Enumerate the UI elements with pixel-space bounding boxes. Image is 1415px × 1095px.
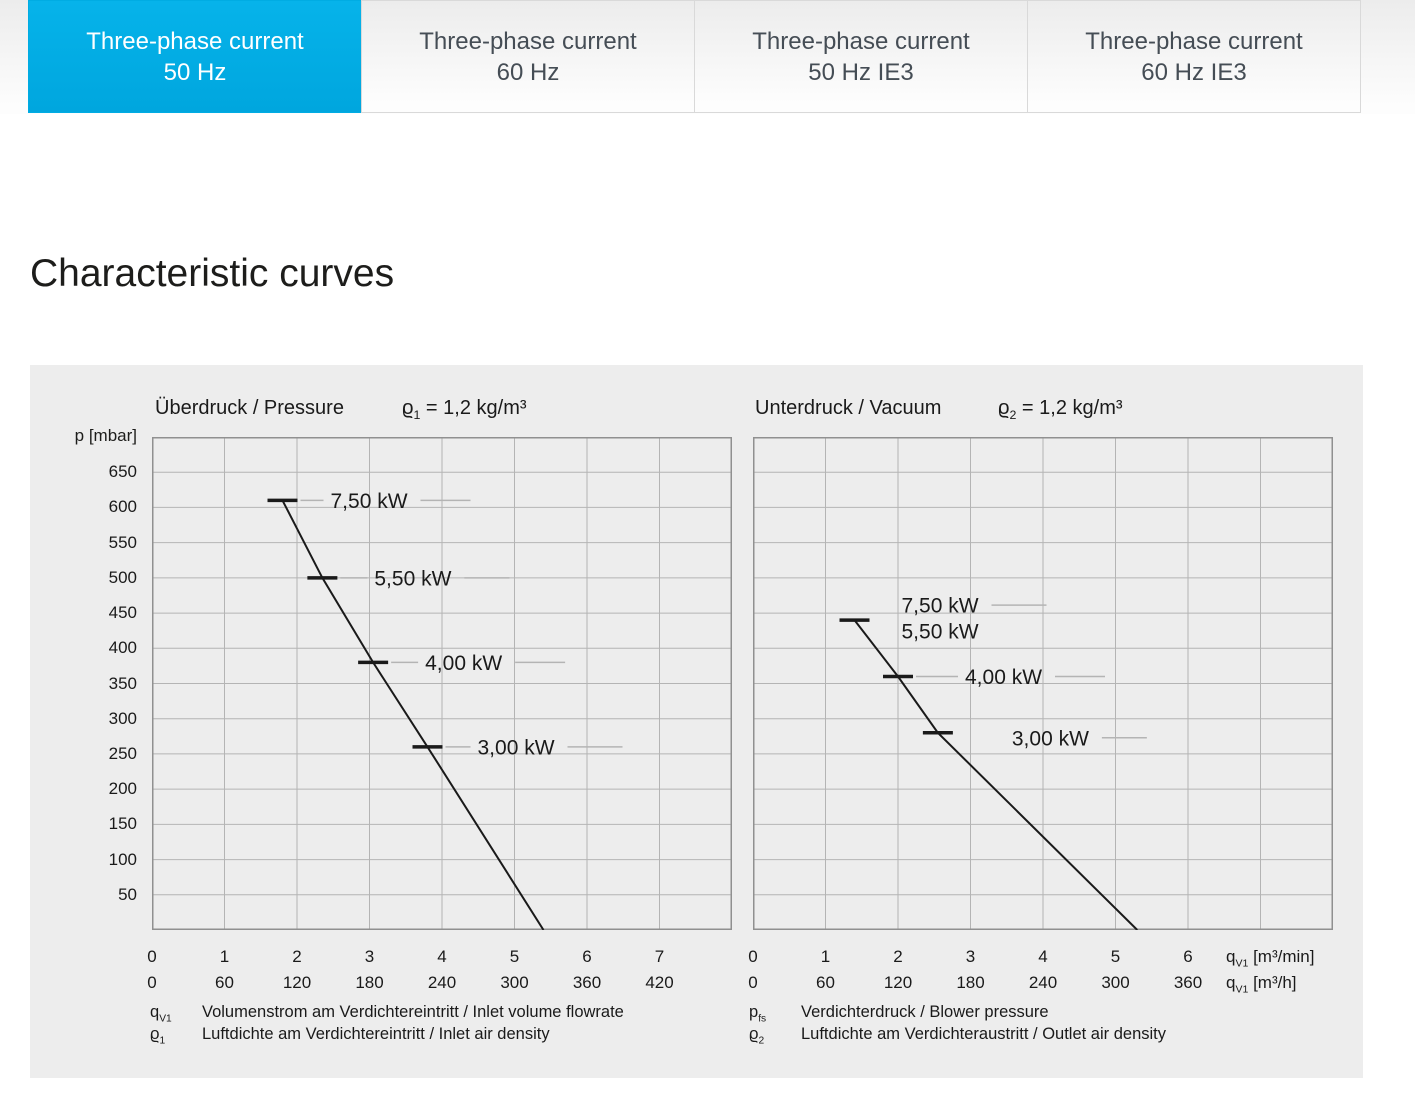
x-tick-label: 2 xyxy=(292,947,302,966)
power-label: 5,50 kW xyxy=(902,621,979,644)
tab-label-line2: 60 Hz xyxy=(496,58,560,86)
legend-row-qv1: qV1 Volumenstrom am Verdichtereintritt / … xyxy=(150,1003,624,1025)
y-tick-label: 450 xyxy=(108,603,137,623)
x-tick-label: 300 xyxy=(1101,973,1130,992)
pressure-density-label: ϱ1 = 1,2 kg/m³ xyxy=(402,397,527,422)
x-tick-label: 0 xyxy=(748,973,758,992)
x-tick-label: 2 xyxy=(893,947,903,966)
tab-label-line1: Three-phase current xyxy=(1085,27,1303,55)
y-tick-label: 600 xyxy=(108,497,137,517)
legend-symbol-qv1: qV1 xyxy=(150,1003,172,1025)
x-tick-label: 6 xyxy=(582,947,592,966)
y-tick-label: 650 xyxy=(108,462,137,482)
legend-symbol-rho1: ϱ1 xyxy=(150,1025,166,1047)
power-label: 4,00 kW xyxy=(425,652,502,675)
page-title: Characteristic curves xyxy=(30,252,395,295)
curves-panel: Überdruck / Pressure ϱ1 = 1,2 kg/m³ Unte… xyxy=(30,365,1363,1078)
x-tick-label: 4 xyxy=(1038,947,1048,966)
tab-label-line2: 60 Hz IE3 xyxy=(1141,58,1247,86)
power-curve xyxy=(281,499,545,930)
pressure-chart: 7,50 kW 5,50 kW 4,00 kW 3,00 kW xyxy=(152,437,732,930)
legend-text-pfs: Verdichterdruck / Blower pressure xyxy=(801,1003,1049,1021)
x-tick-label: 240 xyxy=(1028,973,1058,992)
pressure-chart-svg: 7,50 kW 5,50 kW 4,00 kW 3,00 kW xyxy=(152,437,732,930)
tab-three-phase-50hz-ie3[interactable]: Three-phase current 50 Hz IE3 xyxy=(694,0,1028,113)
power-label: 7,50 kW xyxy=(902,595,979,618)
x-axis-unit-m3h: qV1 [m³/h] xyxy=(1226,973,1297,996)
vacuum-chart-svg: 7,50 kW 5,50 kW 4,00 kW 3,00 kW xyxy=(753,437,1333,930)
legend-text-rho1: Luftdichte am Verdichtereintritt / Inlet… xyxy=(202,1025,550,1043)
x-tick-label: 3 xyxy=(364,947,375,966)
x-tick-label: 300 xyxy=(500,973,529,992)
x-tick-label: 4 xyxy=(437,947,447,966)
power-label: 4,00 kW xyxy=(965,666,1042,689)
x-tick-label: 180 xyxy=(956,973,985,992)
x-tick-label: 6 xyxy=(1183,947,1193,966)
tab-label-line2: 50 Hz IE3 xyxy=(808,58,914,86)
x-tick-label: 120 xyxy=(883,973,913,992)
legend-row-rho1: ϱ1 Luftdichte am Verdichtereintritt / Inl… xyxy=(150,1025,624,1047)
y-tick-label: 100 xyxy=(108,849,137,869)
legend-text-qv1: Volumenstrom am Verdichtereintritt / Inl… xyxy=(202,1003,624,1021)
x-tick-label: 60 xyxy=(816,973,835,992)
tab-label-line1: Three-phase current xyxy=(752,27,970,55)
tab-label-line1: Three-phase current xyxy=(86,27,304,55)
legend-row-pfs: pfs Verdichterdruck / Blower pressure xyxy=(749,1003,1166,1025)
x-tick-label: 7 xyxy=(654,947,665,966)
y-tick-label: 200 xyxy=(108,779,137,799)
power-label: 5,50 kW xyxy=(374,567,451,590)
x-tick-label: 360 xyxy=(1173,973,1203,992)
y-tick-label: 550 xyxy=(108,532,137,552)
x-tick-label: 1 xyxy=(820,947,831,966)
x-tick-label: 360 xyxy=(572,973,602,992)
y-tick-label: 150 xyxy=(108,814,137,834)
y-tick-label: 400 xyxy=(108,638,137,658)
x-axis-unit-m3min: qV1 [m³/min] xyxy=(1226,947,1315,970)
y-tick-label: 50 xyxy=(118,884,137,904)
y-axis-title: p [mbar] xyxy=(74,426,137,445)
x-tick-label: 60 xyxy=(215,973,234,992)
tabs-strip: Three-phase current 50 Hz Three-phase cu… xyxy=(0,0,1415,114)
x-tick-label: 120 xyxy=(282,973,312,992)
y-tick-label: 250 xyxy=(108,743,137,763)
power-label: 3,00 kW xyxy=(478,736,555,759)
x-tick-label: 5 xyxy=(509,947,520,966)
vacuum-chart: 7,50 kW 5,50 kW 4,00 kW 3,00 kW xyxy=(753,437,1333,930)
legend-symbol-pfs: pfs xyxy=(749,1003,767,1025)
tab-label-line2: 50 Hz xyxy=(163,58,227,86)
x-tick-label: 5 xyxy=(1110,947,1121,966)
x-tick-label: 3 xyxy=(965,947,976,966)
y-tick-label: 300 xyxy=(108,708,137,728)
x-tick-label: 0 xyxy=(147,947,157,966)
y-tick-label: 350 xyxy=(108,673,137,693)
legend-symbol-rho2: ϱ2 xyxy=(749,1025,765,1047)
vacuum-density-label: ϱ2 = 1,2 kg/m³ xyxy=(998,397,1123,422)
power-label: 7,50 kW xyxy=(331,490,408,513)
y-tick-label: 500 xyxy=(108,567,137,587)
power-label: 3,00 kW xyxy=(1012,727,1089,750)
x-tick-label: 0 xyxy=(748,947,758,966)
vacuum-chart-title: Unterdruck / Vacuum xyxy=(755,397,942,419)
tab-three-phase-60hz-ie3[interactable]: Three-phase current 60 Hz IE3 xyxy=(1027,0,1361,113)
legend-row-rho2: ϱ2 Luftdichte am Verdichteraustritt / Out… xyxy=(749,1025,1166,1047)
tab-three-phase-50hz[interactable]: Three-phase current 50 Hz xyxy=(28,0,362,113)
tab-three-phase-60hz[interactable]: Three-phase current 60 Hz xyxy=(361,0,695,113)
pressure-chart-title: Überdruck / Pressure xyxy=(155,397,344,419)
legend-text-rho2: Luftdichte am Verdichteraustritt / Outle… xyxy=(801,1025,1167,1043)
x-tick-label: 240 xyxy=(427,973,457,992)
tab-label-line1: Three-phase current xyxy=(419,27,637,55)
legend-right: pfs Verdichterdruck / Blower pressure ϱ2 L… xyxy=(749,1003,1166,1047)
power-curve xyxy=(853,619,1139,930)
x-tick-label: 0 xyxy=(147,973,157,992)
legend-left: qV1 Volumenstrom am Verdichtereintritt / … xyxy=(150,1003,624,1047)
x-tick-label: 180 xyxy=(355,973,384,992)
x-tick-label: 1 xyxy=(219,947,230,966)
x-tick-label: 420 xyxy=(645,973,674,992)
